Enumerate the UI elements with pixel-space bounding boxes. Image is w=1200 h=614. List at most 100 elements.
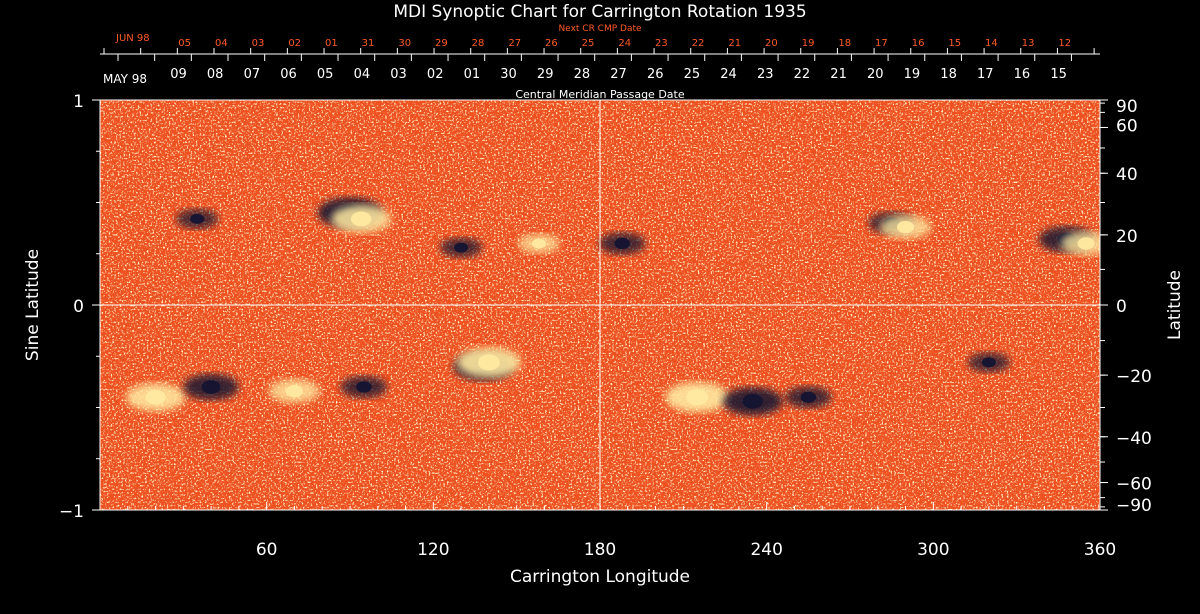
- active-region-core-positive: [896, 220, 915, 234]
- next-cmp-date-label: 14: [985, 38, 998, 49]
- next-cmp-date-label: 17: [875, 38, 888, 49]
- cmp-date-label: 04: [354, 67, 371, 82]
- cmp-date-label: 20: [867, 67, 884, 82]
- active-region-core-positive: [285, 384, 304, 398]
- active-region-core-negative: [981, 357, 996, 368]
- cmp-date-label: 29: [537, 67, 554, 82]
- x-axis-label: Carrington Longitude: [510, 567, 690, 587]
- next-cmp-date-label: 29: [435, 38, 448, 49]
- cmp-date-label: 03: [390, 67, 407, 82]
- y-tick-label-left: −1: [59, 502, 84, 522]
- next-cmp-date-label: 01: [325, 38, 338, 49]
- x-tick-label: 360: [1084, 540, 1116, 560]
- y-axis-left: 1 0 −1: [59, 92, 100, 522]
- lat-tick-label: 60: [1116, 116, 1138, 136]
- cmp-date-axis: 09 08 07 06 05 04 03 02 01 30 29 28 27 26 25 24 23 22 21 20…: [100, 53, 1100, 82]
- y-axis-label-right: Latitude: [1165, 270, 1185, 340]
- cmp-date-label: 21: [830, 67, 847, 82]
- next-cmp-date-label: 05: [178, 38, 191, 49]
- cmp-date-label: 26: [647, 67, 664, 82]
- cmp-date-label: 23: [757, 67, 774, 82]
- lat-tick-label: −90: [1116, 496, 1152, 516]
- cmp-date-label: 01: [464, 67, 481, 82]
- lat-tick-label: 20: [1116, 227, 1138, 247]
- x-tick-label: 240: [750, 540, 782, 560]
- x-axis: 60 120 180 240 300 360: [127, 502, 1116, 560]
- active-region-core-negative: [190, 213, 205, 224]
- active-region-core-negative: [356, 381, 372, 393]
- next-cmp-date-label: 23: [655, 38, 668, 49]
- active-region-core-negative: [201, 380, 221, 394]
- y-tick-label-left: 1: [73, 92, 84, 112]
- y-tick-label-left: 0: [73, 297, 84, 317]
- active-region-core-positive: [686, 389, 709, 406]
- cmp-date-label: 18: [940, 67, 957, 82]
- next-cmp-date-label: 19: [802, 38, 815, 49]
- x-tick-label: 300: [917, 540, 949, 560]
- cmp-date-label: 27: [610, 67, 627, 82]
- active-region-core-positive: [477, 354, 500, 371]
- cmp-date-label: 07: [244, 67, 261, 82]
- next-cmp-date-label: 18: [838, 38, 851, 49]
- next-cmp-date-label: 31: [362, 38, 375, 49]
- active-region-core-negative: [614, 237, 631, 250]
- cmp-date-label: 06: [280, 67, 297, 82]
- lat-tick-label: −60: [1116, 475, 1152, 495]
- next-cmp-date-label: 21: [728, 38, 741, 49]
- cmp-date-label: 25: [684, 67, 701, 82]
- lat-tick-label: 90: [1116, 97, 1138, 117]
- cmp-date-label: 09: [170, 67, 187, 82]
- next-cmp-date-label: 15: [948, 38, 961, 49]
- cmp-date-label: 24: [720, 67, 737, 82]
- cmp-date-label: 28: [574, 67, 591, 82]
- x-tick-label: 180: [584, 540, 616, 560]
- active-region-core-negative: [742, 393, 763, 409]
- active-region-core-positive: [531, 238, 546, 249]
- cmp-date-label: 15: [1050, 67, 1067, 82]
- next-cmp-date-label: 26: [545, 38, 558, 49]
- next-cmp-month-label: JUN 98: [115, 33, 150, 44]
- next-cmp-date-label: 12: [1058, 38, 1071, 49]
- next-cmp-date-label: 24: [618, 38, 631, 49]
- cmp-date-label: 30: [500, 67, 517, 82]
- cmp-date-label: 08: [207, 67, 224, 82]
- next-cmp-date-label: 04: [215, 38, 228, 49]
- y-axis-label-left: Sine Latitude: [23, 249, 43, 361]
- active-region-core-positive: [1077, 237, 1095, 250]
- next-cmp-date-label: 02: [288, 38, 301, 49]
- next-cmp-date-label: 03: [252, 38, 265, 49]
- cmp-axis-title: Central Meridian Passage Date: [515, 88, 684, 101]
- cmp-date-label: 17: [977, 67, 994, 82]
- cmp-date-label: 05: [317, 67, 334, 82]
- next-cmp-date-label: 27: [508, 38, 521, 49]
- active-region-core-negative: [454, 242, 469, 253]
- active-regions: [125, 197, 1100, 416]
- active-region-core-negative: [800, 391, 817, 403]
- lat-tick-label: −20: [1116, 367, 1152, 387]
- active-region-core-positive: [350, 211, 372, 227]
- next-cmp-date-axis: 05 04 03 02 01 31 30 29 28 27 26 25 24 23 22 21 20 19 18 17…: [100, 38, 1100, 55]
- cmp-date-label: 22: [794, 67, 811, 82]
- next-cmp-date-label: 28: [472, 38, 485, 49]
- next-cmp-date-label: 30: [398, 38, 411, 49]
- lat-tick-label: 0: [1116, 297, 1127, 317]
- x-tick-label: 60: [256, 540, 278, 560]
- cmp-date-label: 16: [1014, 67, 1031, 82]
- next-cmp-date-label: 16: [912, 38, 925, 49]
- next-cmp-axis-title: Next CR CMP Date: [558, 24, 642, 34]
- active-region-core-positive: [145, 389, 166, 405]
- chart-title: MDI Synoptic Chart for Carrington Rotati…: [393, 2, 806, 22]
- lat-tick-label: −40: [1116, 429, 1152, 449]
- next-cmp-date-label: 22: [692, 38, 705, 49]
- next-cmp-date-label: 20: [765, 38, 778, 49]
- lat-tick-label: 40: [1116, 165, 1138, 185]
- next-cmp-date-label: 13: [1022, 38, 1035, 49]
- cmp-month-label: MAY 98: [103, 72, 147, 86]
- next-cmp-date-label: 25: [582, 38, 595, 49]
- x-tick-label: 120: [417, 540, 449, 560]
- cmp-date-label: 02: [427, 67, 444, 82]
- cmp-date-label: 19: [904, 67, 921, 82]
